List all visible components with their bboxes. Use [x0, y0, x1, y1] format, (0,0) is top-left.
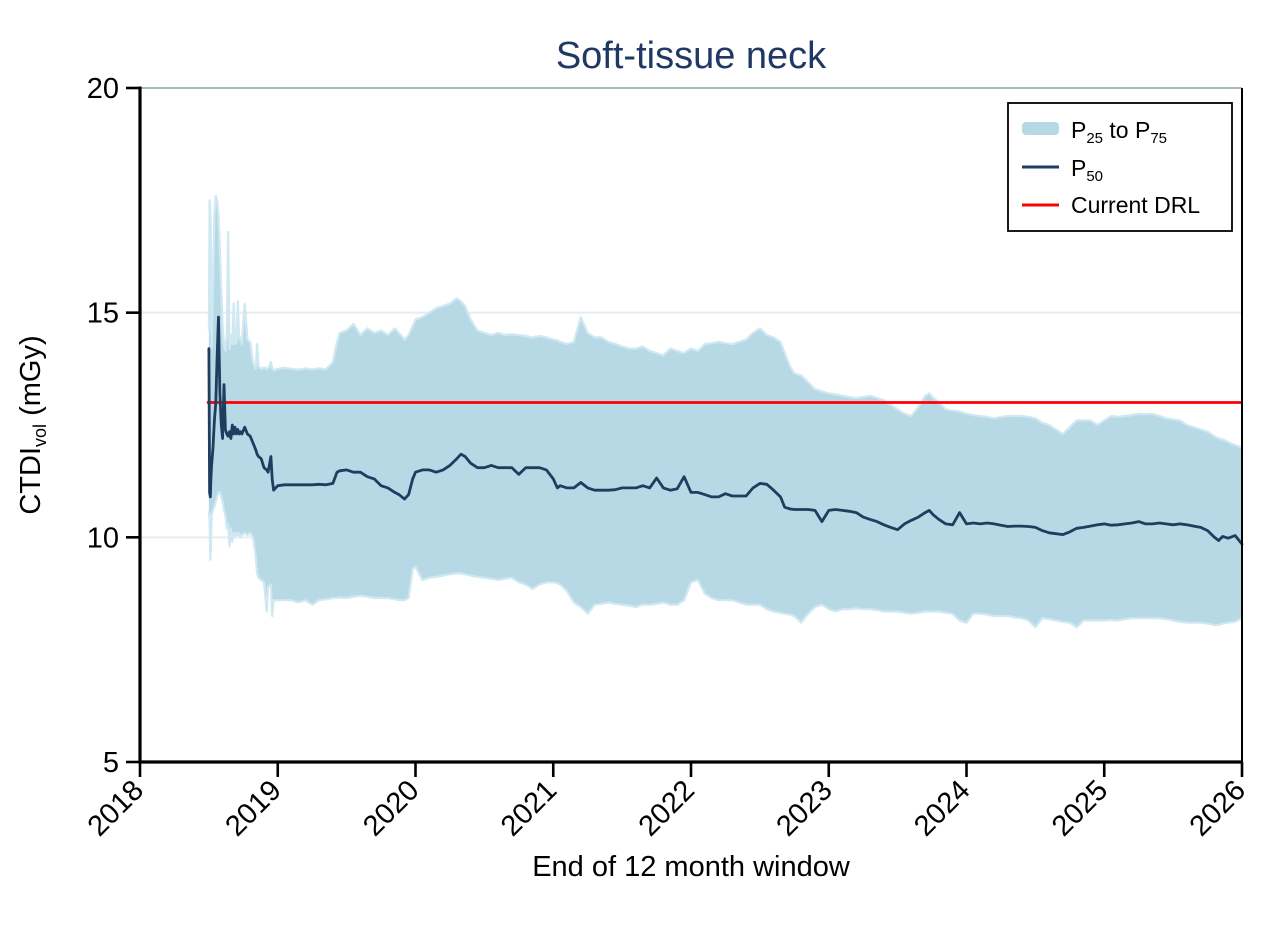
x-axis-title: End of 12 month window	[532, 851, 851, 883]
x-tick-label-2019: 2019	[219, 774, 287, 842]
x-tick-label-2026: 2026	[1184, 774, 1252, 842]
p25-boundary-line	[207, 491, 1243, 629]
p50-line	[207, 315, 1244, 546]
legend-drl-label: Current DRL	[1071, 192, 1200, 218]
legend-band-swatch	[1022, 122, 1059, 135]
legend: P25 to P75 P50 Current DRL	[1007, 102, 1233, 232]
x-tick-label-2024: 2024	[908, 774, 976, 842]
y-tick-label-20: 20	[87, 73, 119, 105]
legend-band-label: P25 to P75	[1071, 117, 1167, 147]
y-axis-title: CTDIvol (mGy)	[15, 335, 50, 514]
x-tick-label-2021: 2021	[495, 774, 563, 842]
x-tick-label-2025: 2025	[1046, 774, 1114, 842]
y-tick-label-5: 5	[103, 747, 119, 779]
p25-p75-band	[208, 195, 1242, 628]
x-tick-label-2023: 2023	[770, 774, 838, 842]
x-tick-label-2020: 2020	[357, 774, 425, 842]
y-tick-label-15: 15	[87, 298, 119, 330]
legend-median-label: P50	[1071, 155, 1103, 185]
x-tick-label-2022: 2022	[633, 774, 701, 842]
chart-title: Soft-tissue neck	[556, 35, 827, 77]
x-tick-label-2018: 2018	[82, 774, 150, 842]
y-tick-label-10: 10	[87, 522, 119, 554]
p75-boundary-line	[207, 194, 1243, 449]
